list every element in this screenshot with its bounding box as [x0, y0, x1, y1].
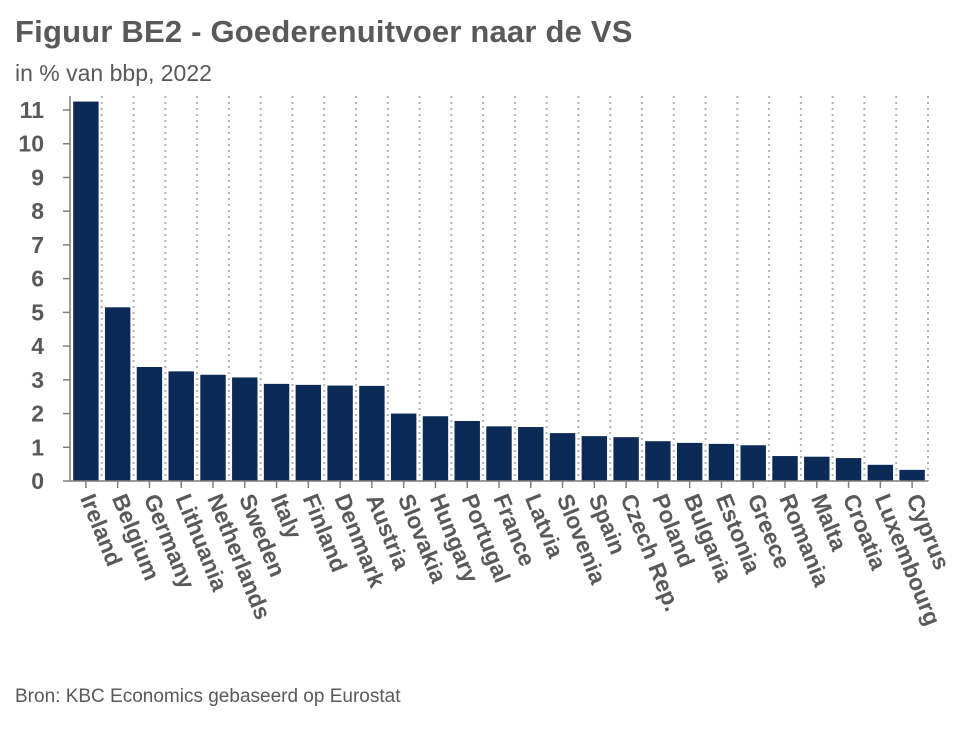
bar-italy [263, 383, 290, 481]
y-tick-label: 1 [31, 434, 44, 460]
bar-croatia [835, 458, 862, 481]
y-tick-label: 10 [18, 131, 44, 157]
y-tick-label: 8 [31, 198, 44, 224]
bar-chart: 0 1 2 3 4 5 6 7 8 9 10 11 IrelandBelgiumGermanyLith… [18, 96, 955, 629]
bar-latvia [518, 427, 544, 481]
grid-lines [100, 96, 929, 481]
axes [69, 96, 928, 482]
y-tick-label: 4 [31, 333, 44, 359]
bar-ireland [73, 101, 99, 482]
x-axis-ticks: IrelandBelgiumGermanyLithuaniaNetherland… [75, 481, 955, 629]
bar-finland [295, 384, 322, 481]
bar-poland [645, 441, 671, 481]
y-tick-label: 2 [31, 401, 44, 427]
chart-subtitle: in % van bbp, 2022 [15, 60, 212, 86]
bar-romania [772, 456, 798, 481]
chart-title: Figuur BE2 - Goederenuitvoer naar de VS [15, 14, 633, 49]
bar-estonia [708, 443, 735, 481]
bar-luxembourg [867, 464, 894, 481]
bar-netherlands [200, 374, 226, 481]
y-tick-label: 9 [31, 164, 44, 190]
bars [73, 101, 925, 482]
bar-austria [359, 385, 385, 481]
y-tick-label: 0 [31, 468, 44, 494]
y-tick-label: 11 [20, 97, 45, 123]
y-tick-label: 5 [31, 299, 44, 325]
y-axis-ticks: 0 1 2 3 4 5 6 7 8 9 10 11 [18, 97, 70, 494]
bar-denmark [327, 385, 353, 481]
bar-belgium [104, 307, 131, 481]
bar-greece [740, 445, 766, 481]
bar-slovenia [549, 433, 576, 481]
bar-malta [804, 456, 830, 481]
bar-portugal [454, 420, 480, 481]
bar-slovakia [390, 413, 417, 481]
bar-spain [581, 436, 608, 481]
bar-sweden [232, 377, 258, 481]
y-tick-label: 3 [31, 367, 44, 393]
bar-france [486, 426, 512, 481]
bar-bulgaria [676, 442, 703, 481]
bar-cyprus [899, 469, 925, 481]
bar-lithuania [168, 371, 194, 481]
bar-germany [136, 367, 163, 481]
y-tick-label: 7 [31, 232, 44, 258]
y-tick-label: 6 [31, 266, 44, 292]
bar-czech-rep [613, 437, 639, 481]
source-note: Bron: KBC Economics gebaseerd op Eurosta… [15, 686, 401, 707]
bar-hungary [422, 416, 449, 481]
